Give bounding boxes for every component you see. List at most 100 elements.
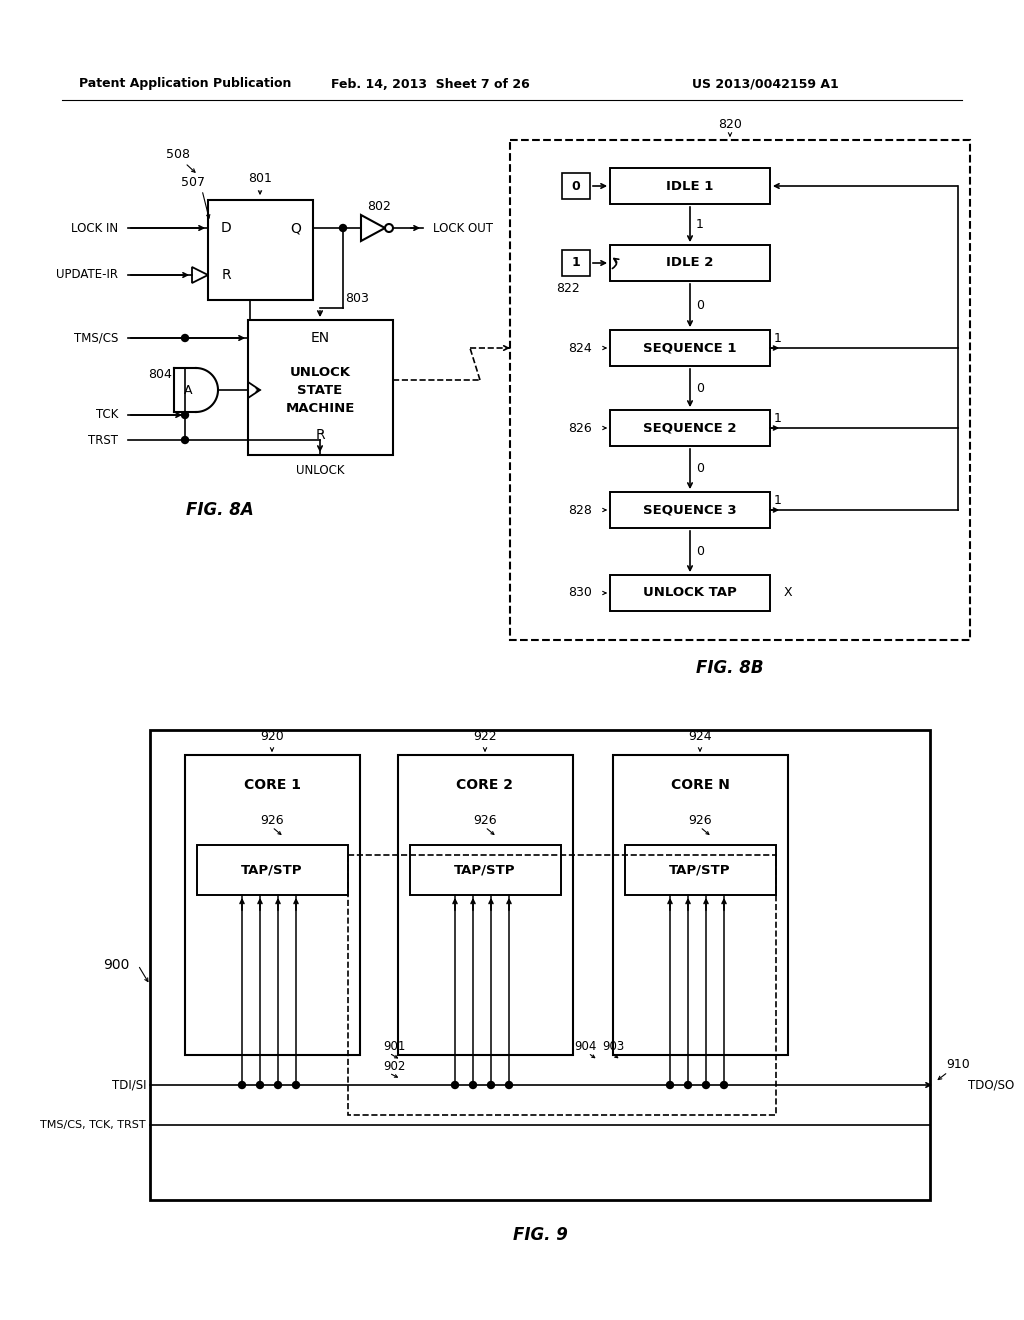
- Text: 901: 901: [383, 1040, 406, 1053]
- Text: TAP/STP: TAP/STP: [242, 863, 303, 876]
- Text: UNLOCK: UNLOCK: [296, 463, 344, 477]
- Text: 1: 1: [696, 218, 703, 231]
- Text: 924: 924: [688, 730, 712, 743]
- Text: 926: 926: [260, 813, 284, 826]
- Text: FIG. 9: FIG. 9: [513, 1226, 567, 1243]
- Bar: [610, 411, 770, 446]
- Bar: [410, 845, 561, 895]
- Circle shape: [293, 1081, 299, 1089]
- Text: 0: 0: [696, 545, 705, 558]
- Bar: [510, 140, 970, 640]
- Text: 803: 803: [345, 292, 369, 305]
- Text: LOCK IN: LOCK IN: [71, 222, 118, 235]
- Text: MACHINE: MACHINE: [286, 401, 354, 414]
- Text: SEQUENCE 3: SEQUENCE 3: [643, 503, 737, 516]
- Text: 802: 802: [367, 199, 391, 213]
- Text: 922: 922: [473, 730, 497, 743]
- Text: 926: 926: [473, 813, 497, 826]
- Text: 1: 1: [571, 256, 581, 269]
- Circle shape: [469, 1081, 476, 1089]
- Circle shape: [274, 1081, 282, 1089]
- Text: 508: 508: [166, 149, 190, 161]
- Bar: [610, 246, 770, 281]
- Text: Q: Q: [291, 220, 301, 235]
- Text: 801: 801: [248, 172, 272, 185]
- Text: STATE: STATE: [297, 384, 343, 396]
- Text: 824: 824: [568, 342, 592, 355]
- Text: 1: 1: [774, 333, 782, 346]
- Circle shape: [340, 224, 346, 231]
- Text: 820: 820: [718, 117, 742, 131]
- Text: TDI/SI: TDI/SI: [112, 1078, 146, 1092]
- Text: UNLOCK TAP: UNLOCK TAP: [643, 586, 737, 599]
- Text: UNLOCK: UNLOCK: [290, 366, 350, 379]
- Text: 902: 902: [383, 1060, 406, 1073]
- Bar: [613, 755, 788, 1055]
- Circle shape: [487, 1081, 495, 1089]
- Text: LOCK OUT: LOCK OUT: [433, 222, 493, 235]
- Text: FIG. 8B: FIG. 8B: [696, 659, 764, 677]
- Text: Patent Application Publication: Patent Application Publication: [79, 78, 291, 91]
- Text: 0: 0: [696, 300, 705, 312]
- Text: 900: 900: [103, 958, 130, 972]
- Text: Feb. 14, 2013  Sheet 7 of 26: Feb. 14, 2013 Sheet 7 of 26: [331, 78, 529, 91]
- Circle shape: [256, 1081, 263, 1089]
- Text: US 2013/0042159 A1: US 2013/0042159 A1: [691, 78, 839, 91]
- Text: IDLE 2: IDLE 2: [667, 256, 714, 269]
- Text: 1: 1: [774, 412, 782, 425]
- Text: IDLE 1: IDLE 1: [667, 180, 714, 193]
- Text: UPDATE-IR: UPDATE-IR: [56, 268, 118, 281]
- Text: 804: 804: [148, 367, 172, 380]
- Text: R: R: [315, 428, 325, 442]
- Text: 1: 1: [774, 495, 782, 507]
- Text: TRST: TRST: [88, 433, 118, 446]
- Text: 910: 910: [946, 1059, 970, 1072]
- Text: SEQUENCE 1: SEQUENCE 1: [643, 342, 736, 355]
- Text: 828: 828: [568, 503, 592, 516]
- Text: X: X: [784, 586, 793, 599]
- Text: TCK: TCK: [95, 408, 118, 421]
- Bar: [398, 755, 573, 1055]
- Text: D: D: [220, 220, 231, 235]
- Bar: [185, 755, 360, 1055]
- Bar: [197, 845, 348, 895]
- Text: R: R: [221, 268, 230, 282]
- Text: 926: 926: [688, 813, 712, 826]
- Circle shape: [181, 334, 188, 342]
- Text: CORE 2: CORE 2: [457, 777, 513, 792]
- Text: CORE N: CORE N: [671, 777, 729, 792]
- Text: 903: 903: [602, 1040, 624, 1053]
- Circle shape: [239, 1081, 246, 1089]
- Circle shape: [506, 1081, 512, 1089]
- Text: A: A: [183, 384, 193, 396]
- Bar: [610, 492, 770, 528]
- Text: 0: 0: [571, 180, 581, 193]
- Text: TAP/STP: TAP/STP: [455, 863, 516, 876]
- Text: 920: 920: [260, 730, 284, 743]
- Text: FIG. 8A: FIG. 8A: [186, 502, 254, 519]
- Text: 904: 904: [573, 1040, 596, 1053]
- Bar: [348, 855, 776, 1115]
- Circle shape: [721, 1081, 727, 1089]
- Bar: [150, 730, 930, 1200]
- Circle shape: [181, 412, 188, 418]
- Bar: [610, 576, 770, 611]
- Text: 507: 507: [181, 176, 205, 189]
- Text: 0: 0: [696, 381, 705, 395]
- Bar: [625, 845, 776, 895]
- Text: TAP/STP: TAP/STP: [670, 863, 731, 876]
- Circle shape: [684, 1081, 691, 1089]
- Text: CORE 1: CORE 1: [244, 777, 300, 792]
- Text: TMS/CS, TCK, TRST: TMS/CS, TCK, TRST: [40, 1119, 146, 1130]
- Bar: [610, 330, 770, 366]
- Bar: [208, 201, 313, 300]
- Text: TMS/CS: TMS/CS: [74, 331, 118, 345]
- Text: 826: 826: [568, 421, 592, 434]
- Text: SEQUENCE 2: SEQUENCE 2: [643, 421, 736, 434]
- Circle shape: [452, 1081, 459, 1089]
- Bar: [248, 319, 393, 455]
- Text: EN: EN: [310, 331, 330, 345]
- Text: 830: 830: [568, 586, 592, 599]
- Bar: [610, 168, 770, 205]
- Text: TDO/SO: TDO/SO: [968, 1078, 1014, 1092]
